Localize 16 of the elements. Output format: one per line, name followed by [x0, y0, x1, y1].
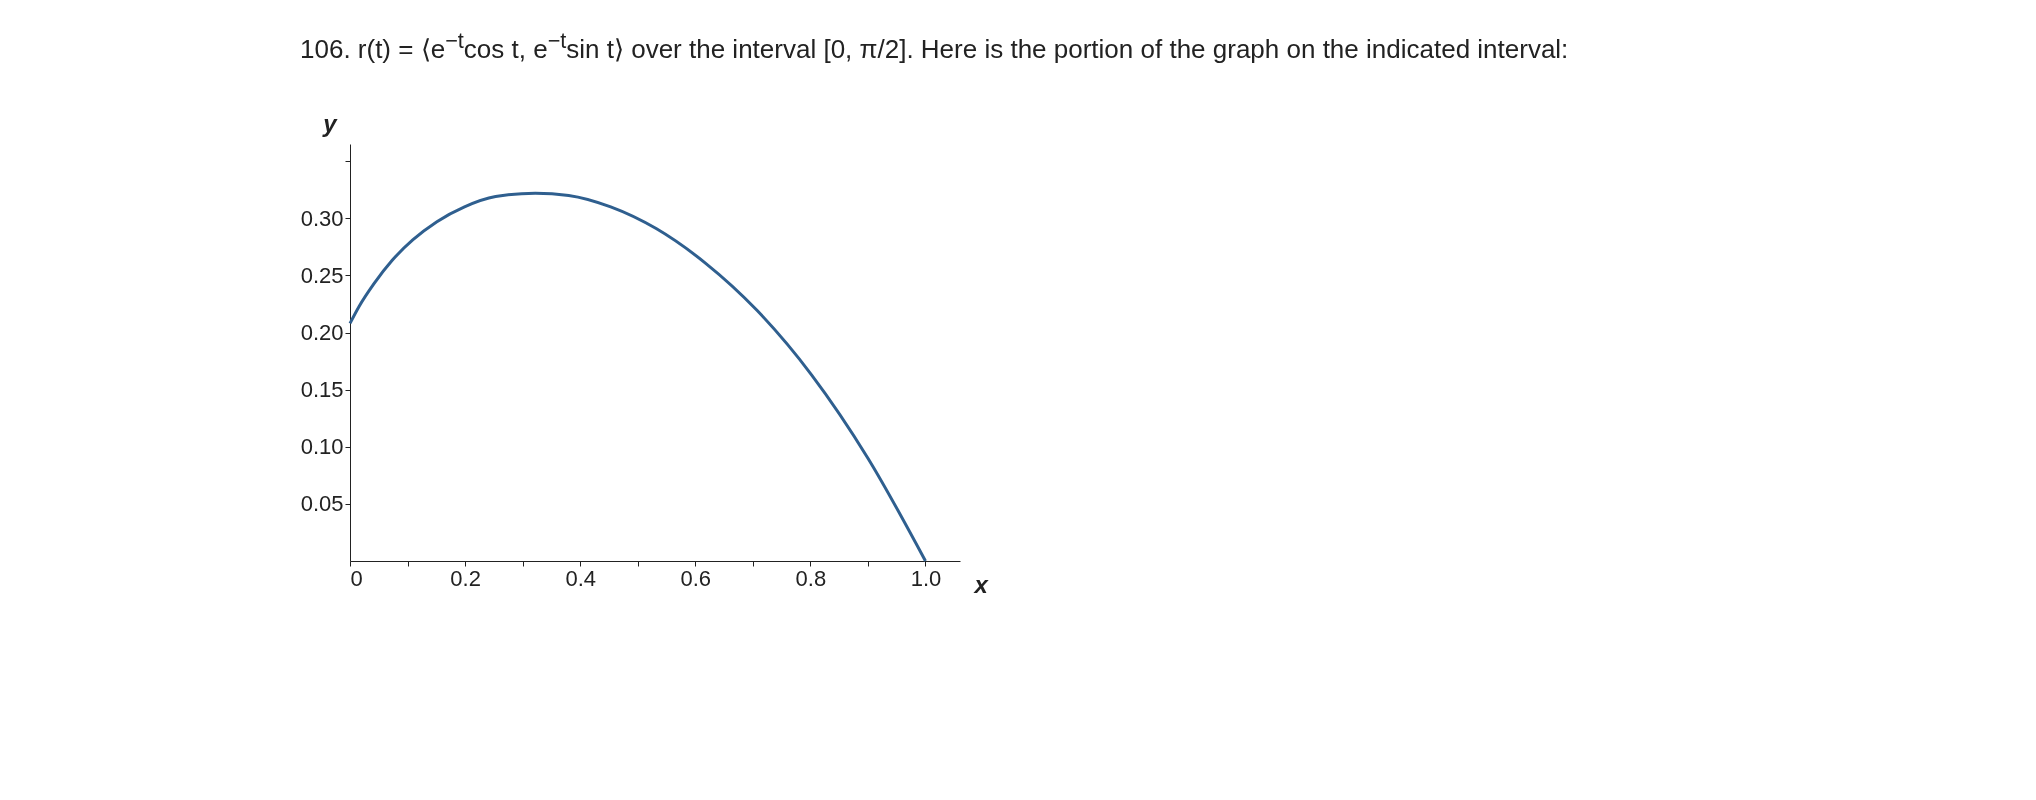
x-tick-label: 0 [350, 565, 363, 591]
y-tick-label: 0.05 [300, 491, 344, 517]
x-tick-label: 1.0 [910, 565, 942, 591]
x-tick-label: 0.6 [680, 565, 712, 591]
line-series [348, 191, 927, 563]
y-axis-title: y [322, 109, 339, 137]
x-tick-label: 0.2 [450, 565, 481, 591]
y-tick-label: 0.20 [300, 319, 344, 345]
x-tick-label: 0.8 [795, 565, 827, 591]
y-tick-label: 0.10 [300, 433, 344, 459]
x-tick-label: 0.4 [565, 565, 596, 591]
y-tick-label: 0.15 [300, 376, 344, 402]
x-axis-title: x [972, 570, 990, 598]
chart-title: 106. r(t) = ⟨e$^{−t}$cos t, e$^{−t}$sin t⟩ over the interval [0, π/2]. Here is the portion of the graph on the indicated interval: [300, 27, 1570, 66]
y-tick-label: 0.25 [300, 262, 344, 288]
y-tick-label: 0.30 [300, 205, 344, 231]
